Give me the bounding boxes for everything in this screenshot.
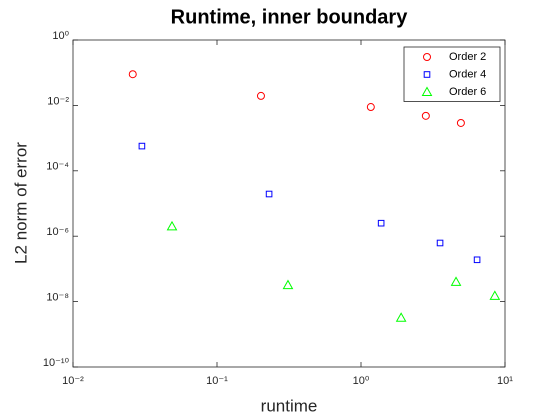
chart-title: Runtime, inner boundary bbox=[171, 6, 409, 28]
legend-label: Order 6 bbox=[449, 86, 486, 98]
marker bbox=[436, 239, 444, 247]
marker bbox=[456, 118, 465, 127]
legend-marker bbox=[421, 86, 433, 96]
marker bbox=[282, 279, 294, 290]
marker bbox=[166, 220, 178, 231]
legend-label: Order 2 bbox=[449, 51, 486, 63]
marker bbox=[366, 103, 375, 112]
marker bbox=[128, 70, 137, 79]
marker bbox=[265, 190, 273, 198]
marker bbox=[138, 142, 146, 150]
y-tick-label: 10⁰ bbox=[52, 30, 69, 42]
marker bbox=[256, 91, 265, 100]
x-tick-label: 10⁻² bbox=[62, 375, 84, 387]
y-tick-label: 10⁻⁶ bbox=[46, 226, 69, 238]
marker bbox=[421, 111, 430, 120]
x-tick-label: 10⁻¹ bbox=[206, 375, 228, 387]
legend-box bbox=[403, 46, 501, 102]
legend-marker bbox=[423, 71, 431, 78]
legend-label: Order 4 bbox=[449, 68, 486, 80]
y-tick-label: 10⁻⁴ bbox=[46, 161, 69, 173]
x-axis-label: runtime bbox=[261, 396, 318, 415]
marker bbox=[489, 290, 501, 300]
marker bbox=[450, 276, 462, 286]
x-tick-label: 10¹ bbox=[497, 375, 513, 387]
marker bbox=[473, 256, 481, 264]
marker bbox=[395, 312, 407, 322]
y-tick-label: 10⁻¹⁰ bbox=[43, 357, 70, 369]
y-tick-label: 10⁻⁸ bbox=[46, 292, 69, 304]
legend-marker bbox=[423, 53, 431, 61]
x-tick-label: 10⁰ bbox=[353, 375, 370, 387]
y-axis-label: L2 norm of error bbox=[11, 142, 30, 264]
marker bbox=[377, 219, 385, 227]
y-tick-label: 10⁻² bbox=[47, 95, 69, 107]
